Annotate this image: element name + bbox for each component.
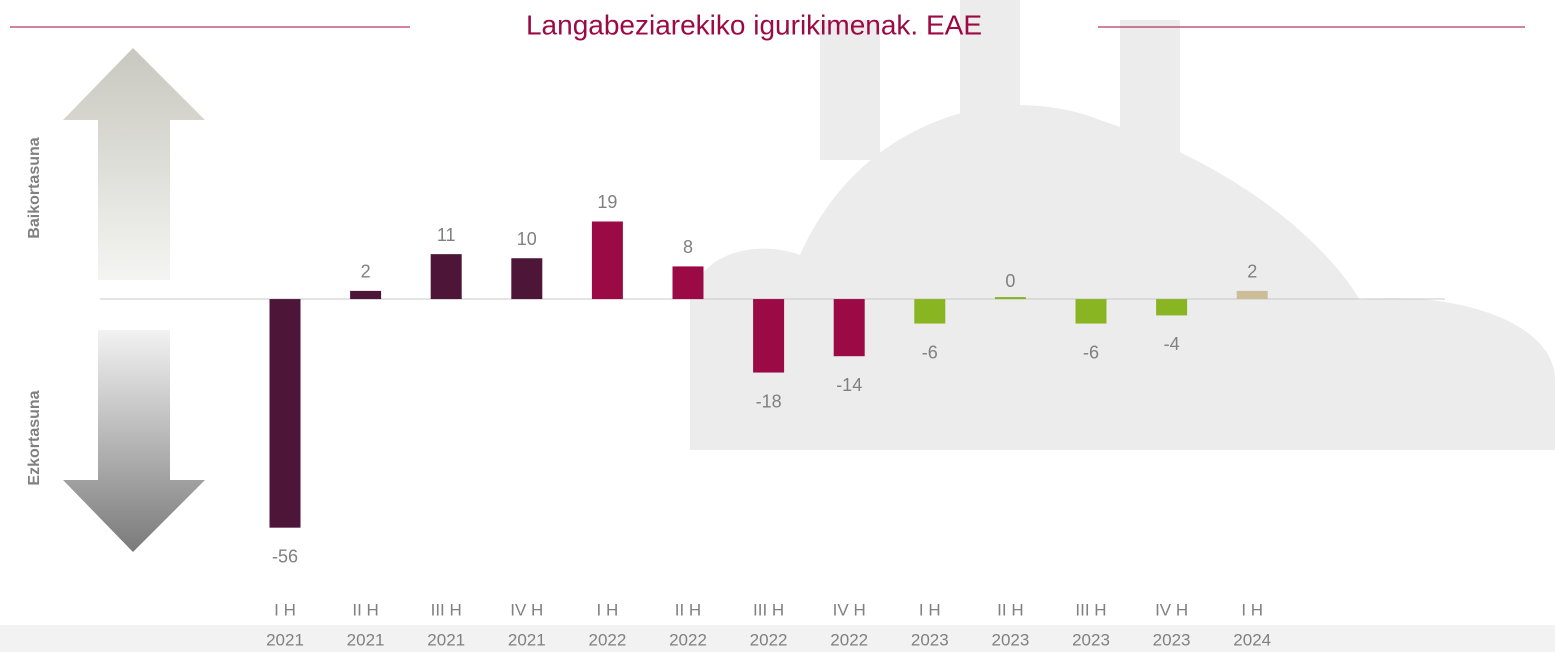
value-label: 2	[361, 262, 371, 282]
down-arrow	[63, 330, 205, 552]
bar	[431, 254, 462, 299]
x-tick-label: IV H	[833, 600, 866, 619]
x-tick-label: 2022	[750, 630, 788, 649]
value-label: -14	[836, 375, 862, 395]
value-label: 2	[1247, 262, 1257, 282]
x-tick-label: IV H	[510, 600, 543, 619]
x-tick-label: I H	[274, 600, 296, 619]
x-tick-label: III H	[431, 600, 462, 619]
chart: Langabeziarekiko igurikimenak. EAE Baiko…	[0, 0, 1555, 652]
bar	[1156, 299, 1187, 315]
x-tick-label: IV H	[1155, 600, 1188, 619]
x-tick-label: 2022	[588, 630, 626, 649]
value-label: -56	[272, 546, 298, 566]
x-tick-label: 2021	[427, 630, 465, 649]
x-tick-label: 2021	[508, 630, 546, 649]
value-label: 19	[597, 192, 617, 212]
x-tick-label: III H	[1075, 600, 1106, 619]
value-label: -4	[1164, 334, 1180, 354]
x-tick-label: 2023	[991, 630, 1029, 649]
bar	[511, 258, 542, 299]
x-tick-label: 2021	[347, 630, 385, 649]
positive-label: Baikortasuna	[26, 137, 43, 238]
up-arrow	[63, 48, 205, 280]
x-tick-label: 2023	[911, 630, 949, 649]
x-tick-label: I H	[919, 600, 941, 619]
x-tick-label: 2023	[1153, 630, 1191, 649]
value-label: 10	[517, 229, 537, 249]
x-tick-label: 2024	[1233, 630, 1271, 649]
bar	[673, 266, 704, 299]
x-tick-label: I H	[1241, 600, 1263, 619]
x-tick-label: II H	[997, 600, 1023, 619]
bar	[1076, 299, 1107, 323]
x-tick-label: III H	[753, 600, 784, 619]
x-tick-label: 2023	[1072, 630, 1110, 649]
bar	[834, 299, 865, 356]
x-tick-label: 2021	[266, 630, 304, 649]
bar	[1237, 291, 1268, 299]
x-tick-label: I H	[597, 600, 619, 619]
negative-label: Ezkortasuna	[26, 390, 43, 485]
x-tick-label: II H	[675, 600, 701, 619]
value-label: 11	[437, 225, 456, 245]
bar	[753, 299, 784, 372]
x-tick-label: 2022	[669, 630, 707, 649]
x-tick-label: 2022	[830, 630, 868, 649]
value-label: -6	[922, 342, 938, 362]
value-label: 8	[683, 237, 693, 257]
value-label: -6	[1083, 342, 1099, 362]
x-tick-label: II H	[352, 600, 378, 619]
bar	[914, 299, 945, 323]
bar	[995, 297, 1026, 299]
chart-title: Langabeziarekiko igurikimenak. EAE	[526, 9, 982, 40]
bar	[270, 299, 301, 528]
value-label: -18	[756, 391, 782, 411]
bar	[350, 291, 381, 299]
value-label: 0	[1005, 271, 1015, 291]
bar	[592, 221, 623, 299]
